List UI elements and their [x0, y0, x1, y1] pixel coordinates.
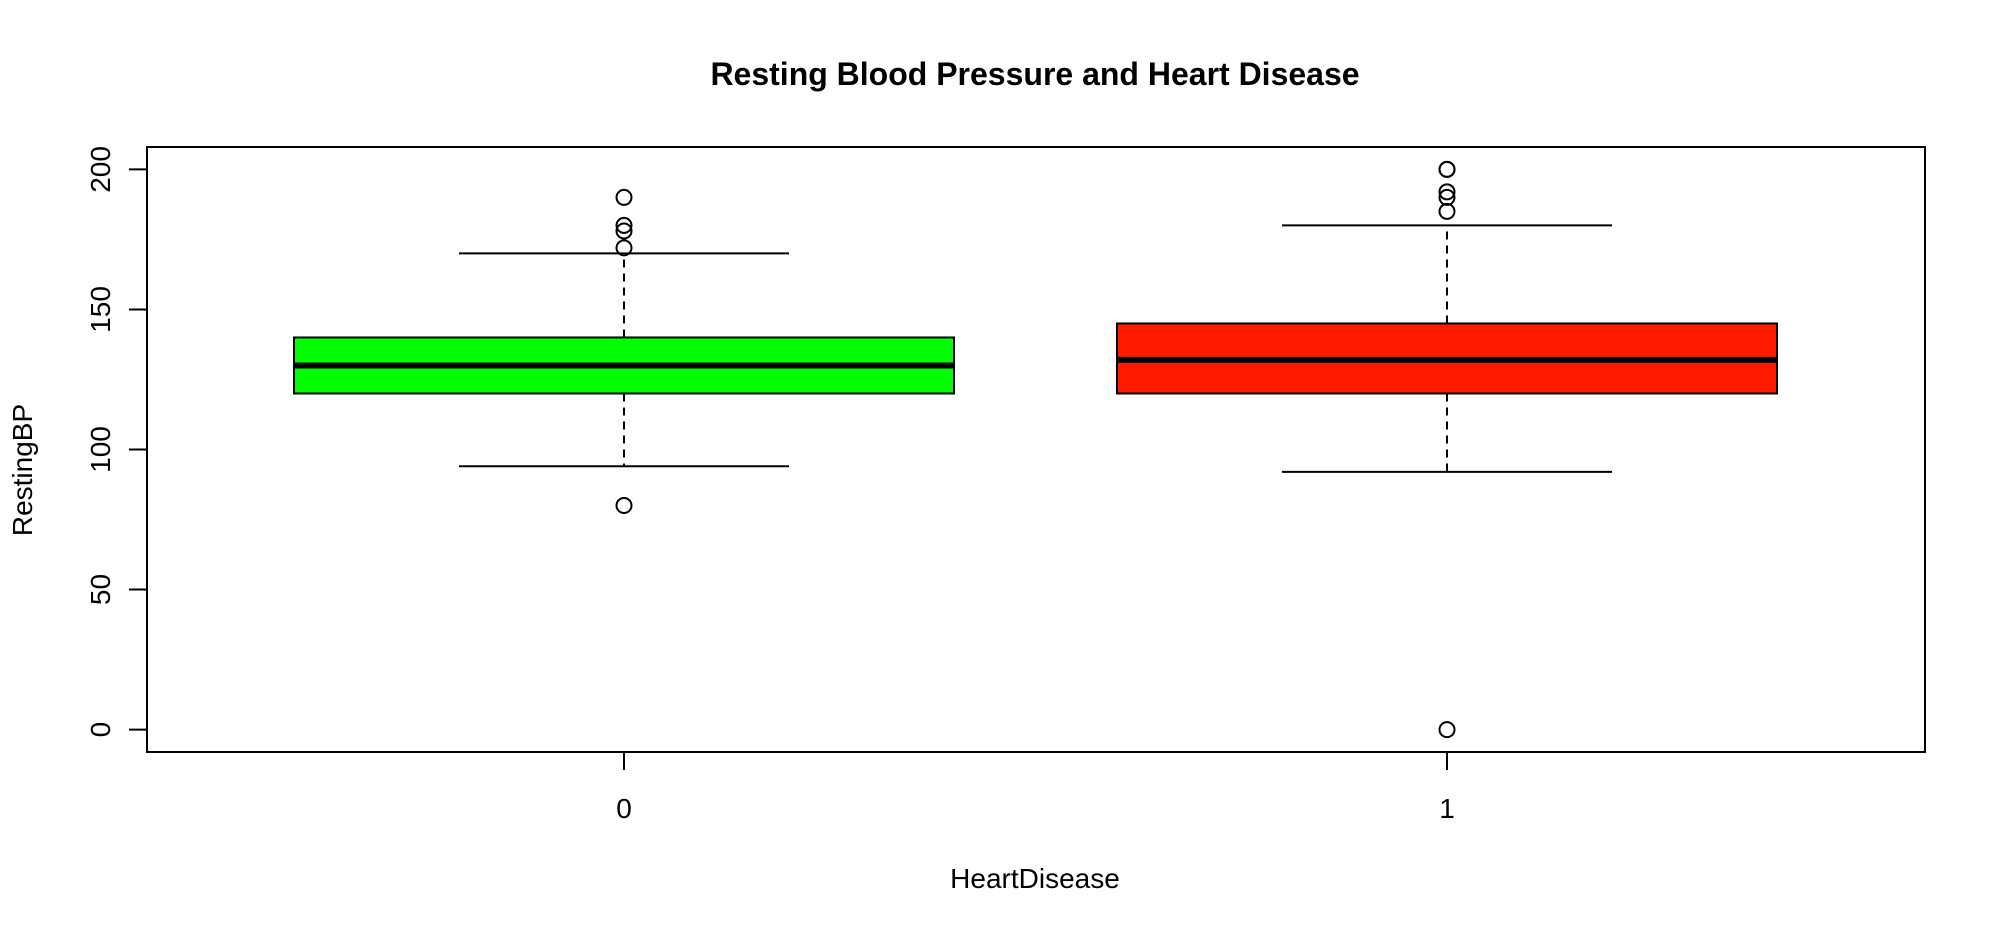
x-axis-label: HeartDisease	[950, 863, 1120, 894]
outlier-point-1-2	[1438, 188, 1456, 206]
outlier-point-0-4	[615, 188, 633, 206]
outlier-point-0-2	[615, 222, 633, 240]
x-tick-label-0: 0	[616, 793, 632, 824]
y-tick-label-0: 0	[85, 722, 116, 738]
outlier-point-1-5	[1438, 160, 1456, 178]
y-tick-label-150: 150	[85, 286, 116, 333]
chart-title: Resting Blood Pressure and Heart Disease	[710, 56, 1359, 92]
plot-frame	[146, 146, 1926, 753]
y-tick-label-100: 100	[85, 426, 116, 473]
plot-area: 0 50 100 150 200 0 1	[85, 146, 1926, 824]
outlier-point-1-0	[1438, 721, 1456, 739]
y-tick-label-50: 50	[85, 574, 116, 605]
outlier-point-1-1	[1438, 202, 1456, 220]
y-axis-label: RestingBP	[7, 404, 38, 536]
outlier-point-0-0	[615, 497, 633, 515]
outlier-point-0-3	[615, 216, 633, 234]
y-tick-label-200: 200	[85, 146, 116, 193]
outlier-point-0-1	[615, 239, 633, 257]
x-tick-label-1: 1	[1439, 793, 1455, 824]
outlier-point-1-3	[1438, 183, 1456, 201]
